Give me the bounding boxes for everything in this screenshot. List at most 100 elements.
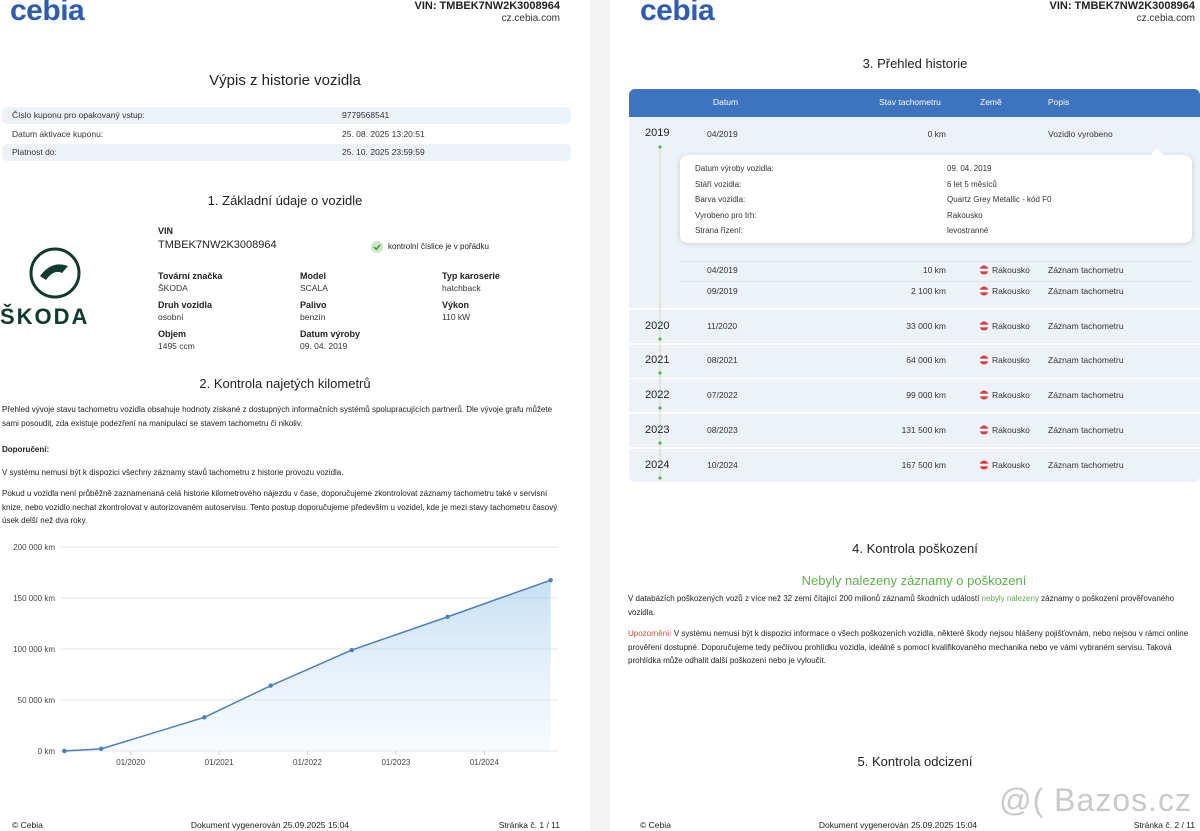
section-title: 3. Přehled historie — [862, 56, 968, 71]
vin-value: TMBEK7NW2K3008964 — [158, 239, 277, 251]
detail-card — [680, 155, 1192, 243]
row-desc: Záznam tachometru — [1048, 321, 1124, 331]
watermark: @( Bazos.cz — [999, 782, 1192, 818]
y-tick-label: 50 000 km — [18, 696, 56, 705]
y-tick-label: 150 000 km — [13, 594, 55, 603]
detail-label: Datum výroby vozidla: — [695, 164, 774, 173]
row-km: 10 km — [922, 265, 946, 275]
page-gap — [590, 0, 610, 831]
detail-label: Strana řízení: — [695, 226, 744, 235]
coupon-value: 25. 10. 2025 23:59:59 — [342, 147, 425, 157]
footer-right: Stránka č. 1 / 11 — [498, 820, 560, 830]
graphic — [979, 425, 989, 435]
row-desc: Vozidlo vyrobeno — [1048, 129, 1113, 139]
text: V databázích poškozených vozů z více než… — [628, 594, 980, 603]
row-km: 167 500 km — [901, 460, 946, 470]
table-header — [629, 89, 1200, 117]
flag-icon — [979, 428, 989, 432]
line — [63, 579, 551, 752]
flag-icon — [979, 268, 989, 272]
graphic — [658, 145, 662, 480]
graphic — [979, 460, 989, 470]
flag-icon — [979, 463, 989, 467]
row-desc: Záznam tachometru — [1048, 460, 1124, 470]
paragraph: Přehled vývoje stavu tachometru vozidla … — [2, 405, 553, 428]
row-km: 2 100 km — [911, 286, 946, 296]
field-value: 1495 ccm — [158, 341, 195, 351]
year-label: 2020 — [645, 320, 670, 332]
area-fill — [64, 580, 551, 751]
graphic — [979, 286, 989, 296]
year-label: 2022 — [645, 389, 670, 401]
row-km: 33 000 km — [906, 321, 946, 331]
column-header: Popis — [1048, 97, 1070, 107]
text: V systému nemusí být k dispozici informa… — [628, 629, 1189, 665]
brand-logo: ŠKODA — [0, 304, 90, 329]
coupon-row-bg — [2, 144, 571, 161]
footer-left: © Cebia — [12, 820, 43, 830]
graphic — [371, 241, 383, 253]
year-label: 2024 — [645, 459, 670, 471]
graphic — [979, 390, 989, 400]
section-title: 5. Kontrola odcizení — [857, 754, 973, 769]
section-title: 2. Kontrola najetých kilometrů — [199, 376, 371, 391]
graphic — [979, 355, 989, 365]
row-date: 08/2023 — [707, 425, 738, 435]
detail-label: Vyrobeno pro trh: — [695, 210, 757, 220]
year-label: 2019 — [645, 127, 670, 139]
row-country: Rakousko — [992, 265, 1030, 275]
row-country: Rakousko — [992, 355, 1030, 365]
column-header: Země — [980, 97, 1002, 107]
paragraph: V systému nemusí být k dispozici všechny… — [2, 468, 344, 477]
check-icon — [371, 241, 383, 253]
row-country: Rakousko — [992, 286, 1030, 296]
detail-label: Stáří vozidla: — [695, 179, 742, 189]
row-desc: Záznam tachometru — [1048, 286, 1124, 296]
x-tick-label: 01/2024 — [470, 758, 499, 767]
coupon-value: 25. 08. 2025 13:20:51 — [342, 128, 425, 139]
field-value: SCALA — [300, 283, 328, 293]
point — [268, 683, 273, 688]
row-date: 08/2021 — [707, 355, 738, 365]
y-tick-label: 100 000 km — [13, 645, 55, 654]
row-km: 64 000 km — [906, 355, 946, 365]
graphic: 0 km 50 000 km 100 000 km 150 000 km 200 000… — [13, 543, 558, 767]
row-desc: Záznam tachometru — [1048, 390, 1124, 400]
detail-label: Barva vozidla: — [695, 195, 746, 204]
field-value: hatchback — [442, 283, 481, 293]
graphic — [979, 321, 989, 331]
detail-pointer — [1150, 148, 1164, 156]
field-label: Výkon — [442, 300, 470, 310]
point — [445, 614, 450, 620]
row-desc: Záznam tachometru — [1048, 355, 1124, 365]
timeline-dot — [658, 476, 662, 480]
row-date: 04/2019 — [707, 265, 738, 275]
footer-center: Dokument vygenerován 25.09.2025 15:04 — [190, 820, 350, 830]
column-header: Datum — [713, 97, 739, 107]
year-band — [629, 345, 1200, 378]
field-label: Tovární značka — [158, 271, 223, 281]
detail-value: Rakousko — [947, 210, 983, 220]
row-country: Rakousko — [992, 390, 1030, 400]
footer-right: Stránka č. 2 / 11 — [1133, 820, 1195, 830]
vin-check: kontrolní číslice je v pořádku — [388, 242, 489, 251]
year-band — [629, 449, 1200, 482]
headline: Nebyly nalezeny záznamy o poškození — [801, 573, 1027, 588]
header-vin: VIN: TMBEK7NW2K3008964 — [414, 0, 561, 12]
brand-emblem — [40, 264, 68, 280]
year-band — [629, 310, 1200, 343]
coupon-label: Platnost do: — [12, 147, 57, 157]
timeline-dot — [658, 337, 662, 341]
y-tick-label: 200 000 km — [13, 543, 55, 552]
logo: cebia — [10, 0, 85, 27]
x-tick-label: 01/2022 — [293, 758, 322, 767]
x-tick-label: 01/2020 — [116, 758, 145, 767]
flag-icon — [979, 393, 989, 397]
coupon-row-bg — [2, 107, 571, 124]
vin-label: VIN — [158, 226, 174, 236]
point — [99, 746, 104, 752]
timeline-dot — [658, 441, 662, 445]
field-value: 09. 04. 2019 — [300, 341, 348, 351]
row-country: Rakousko — [992, 321, 1030, 331]
header-vin: VIN: TMBEK7NW2K3008964 — [1049, 0, 1196, 12]
